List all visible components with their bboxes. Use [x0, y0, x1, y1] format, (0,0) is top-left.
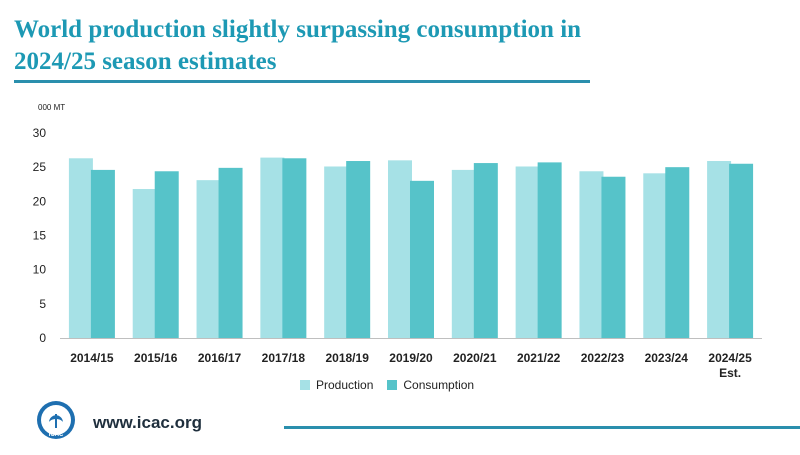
logo-text: ICAC [49, 432, 64, 438]
x-tick-label: 2024/25 Est. [708, 351, 752, 380]
bar-production [132, 189, 157, 338]
title-line-2: 2024/25 season estimates [14, 48, 277, 75]
y-tick-label: 30 [33, 126, 47, 140]
x-tick-label: 2022/23 [581, 351, 625, 365]
bar-consumption [218, 167, 243, 338]
website-url[interactable]: www.icac.org [93, 413, 202, 432]
chart-legend: Production Consumption [300, 378, 474, 392]
bar-consumption [346, 161, 371, 338]
bar-production [260, 157, 285, 338]
title-line-1: World production slightly surpassing con… [14, 16, 582, 43]
bar-consumption [537, 162, 562, 338]
bar-production [388, 160, 412, 338]
legend-label-consumption: Consumption [403, 378, 475, 392]
bar-production [579, 171, 604, 338]
y-tick-label: 15 [33, 229, 47, 243]
bar-consumption [90, 169, 115, 338]
bar-chart: 0 5 10 15 20 25 30 2014/15 2015/16 2016/17 2017/18… [33, 126, 762, 380]
x-tick-label: 2017/18 [262, 351, 306, 365]
x-tick-label: 2023/24 [645, 351, 689, 365]
bar-production [196, 180, 221, 338]
bar-production [515, 166, 540, 338]
footer-divider [284, 426, 800, 429]
legend-item-consumption: Consumption [387, 378, 474, 392]
legend-swatch-production [300, 380, 310, 390]
bar-consumption [729, 163, 754, 338]
x-tick-label: 2014/15 [70, 351, 114, 365]
bar-production [324, 166, 349, 338]
bar-production [707, 161, 732, 338]
x-tick-label: 2016/17 [198, 351, 242, 365]
bar-consumption [665, 167, 690, 338]
chart-title: World production slightly surpassing con… [14, 14, 614, 78]
y-tick-label: 25 [33, 160, 47, 174]
legend-item-production: Production [300, 378, 373, 392]
title-divider [14, 80, 590, 83]
x-tick-label: 2020/21 [453, 351, 497, 365]
y-tick-label: 0 [39, 331, 46, 345]
bar-production [451, 169, 476, 338]
x-tick-label: 2018/19 [325, 351, 369, 365]
legend-swatch-consumption [387, 380, 398, 390]
bar-production [68, 158, 93, 338]
x-tick-label: 2015/16 [134, 351, 178, 365]
x-tick-label: 2019/20 [389, 351, 433, 365]
legend-label-production: Production [316, 378, 374, 392]
bar-consumption [154, 171, 179, 338]
bar-consumption [601, 176, 626, 338]
bar-consumption [282, 158, 307, 338]
y-tick-label: 10 [33, 263, 47, 277]
bar-consumption [410, 180, 434, 338]
bar-production [643, 173, 668, 338]
y-axis-unit-label: 000 MT [38, 103, 66, 112]
icac-logo: ICAC [37, 401, 75, 439]
x-tick-label: 2021/22 [517, 351, 561, 365]
y-tick-label: 5 [39, 297, 46, 311]
y-tick-label: 20 [33, 194, 47, 208]
bar-consumption [473, 163, 498, 338]
